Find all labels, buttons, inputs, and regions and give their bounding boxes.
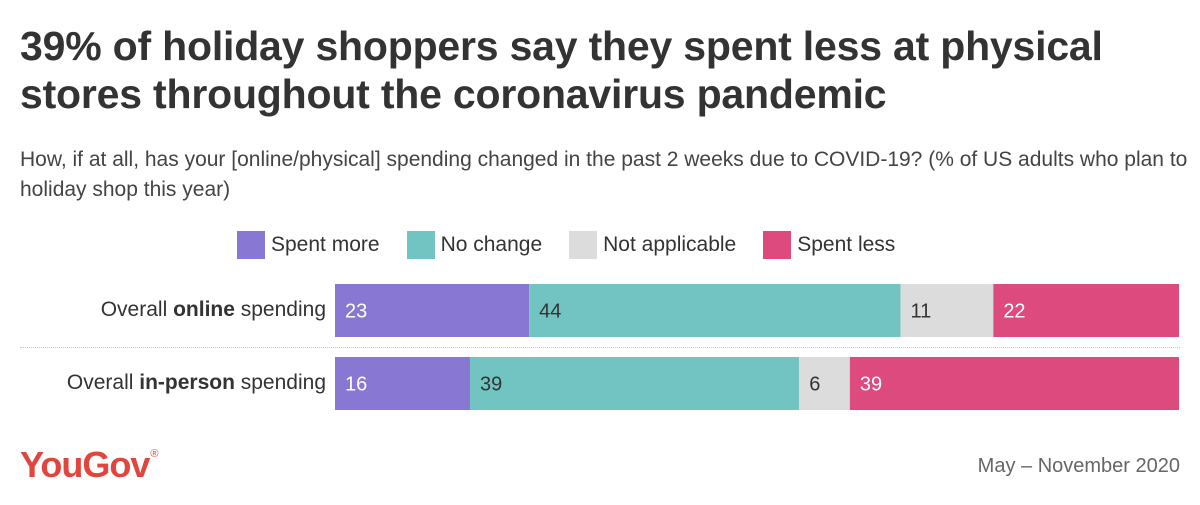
legend-swatch-not-applicable	[569, 231, 598, 259]
category-label-in-person-pre: Overall	[66, 371, 140, 394]
category-label-online-pre: Overall	[100, 298, 174, 321]
category-label-online: Overall online spending	[0, 297, 326, 323]
category-label-in-person-bold: in-person	[139, 371, 235, 394]
category-label-online-post: spending	[234, 298, 326, 321]
legend-swatch-spent-more	[237, 231, 265, 259]
category-label-in-person-post: spending	[234, 371, 326, 394]
yougov-logo-text: YouGov	[20, 444, 150, 485]
chart-title: 39% of holiday shoppers say they spent l…	[20, 23, 1103, 117]
chart-subtitle: How, if at all, has your [online/physica…	[20, 148, 1188, 201]
bar-online-spent-more	[335, 284, 530, 337]
legend-swatch-no-change	[406, 231, 435, 259]
legend-item-spent-less: Spent less	[763, 231, 895, 259]
row-divider	[20, 347, 1180, 348]
bar-online-spent-less	[993, 284, 1179, 337]
legend-label-not-applicable: Not applicable	[603, 233, 737, 256]
registered-mark: ®	[150, 448, 158, 460]
bar-online-not-applicable	[900, 284, 994, 337]
legend: Spent more No change Not applicable Spen…	[237, 230, 922, 260]
bar-in-person-not-applicable	[799, 357, 850, 410]
legend-item-spent-more: Spent more	[237, 231, 380, 259]
legend-label-spent-more: Spent more	[271, 233, 380, 256]
legend-item-not-applicable: Not applicable	[569, 231, 736, 259]
bar-in-person-spent-more	[335, 357, 471, 410]
legend-item-no-change: No change	[406, 231, 543, 259]
category-label-online-bold: online	[173, 298, 235, 321]
legend-label-spent-less: Spent less	[797, 233, 896, 256]
legend-label-no-change: No change	[440, 233, 543, 256]
legend-swatch-spent-less	[763, 231, 792, 259]
bar-in-person-spent-less	[849, 357, 1179, 410]
bar-online-no-change	[529, 284, 901, 337]
date-range: May – November 2020	[977, 455, 1180, 477]
yougov-logo: YouGov®	[20, 444, 158, 486]
bar-in-person-no-change	[470, 357, 800, 410]
category-label-in-person: Overall in-person spending	[0, 370, 326, 396]
